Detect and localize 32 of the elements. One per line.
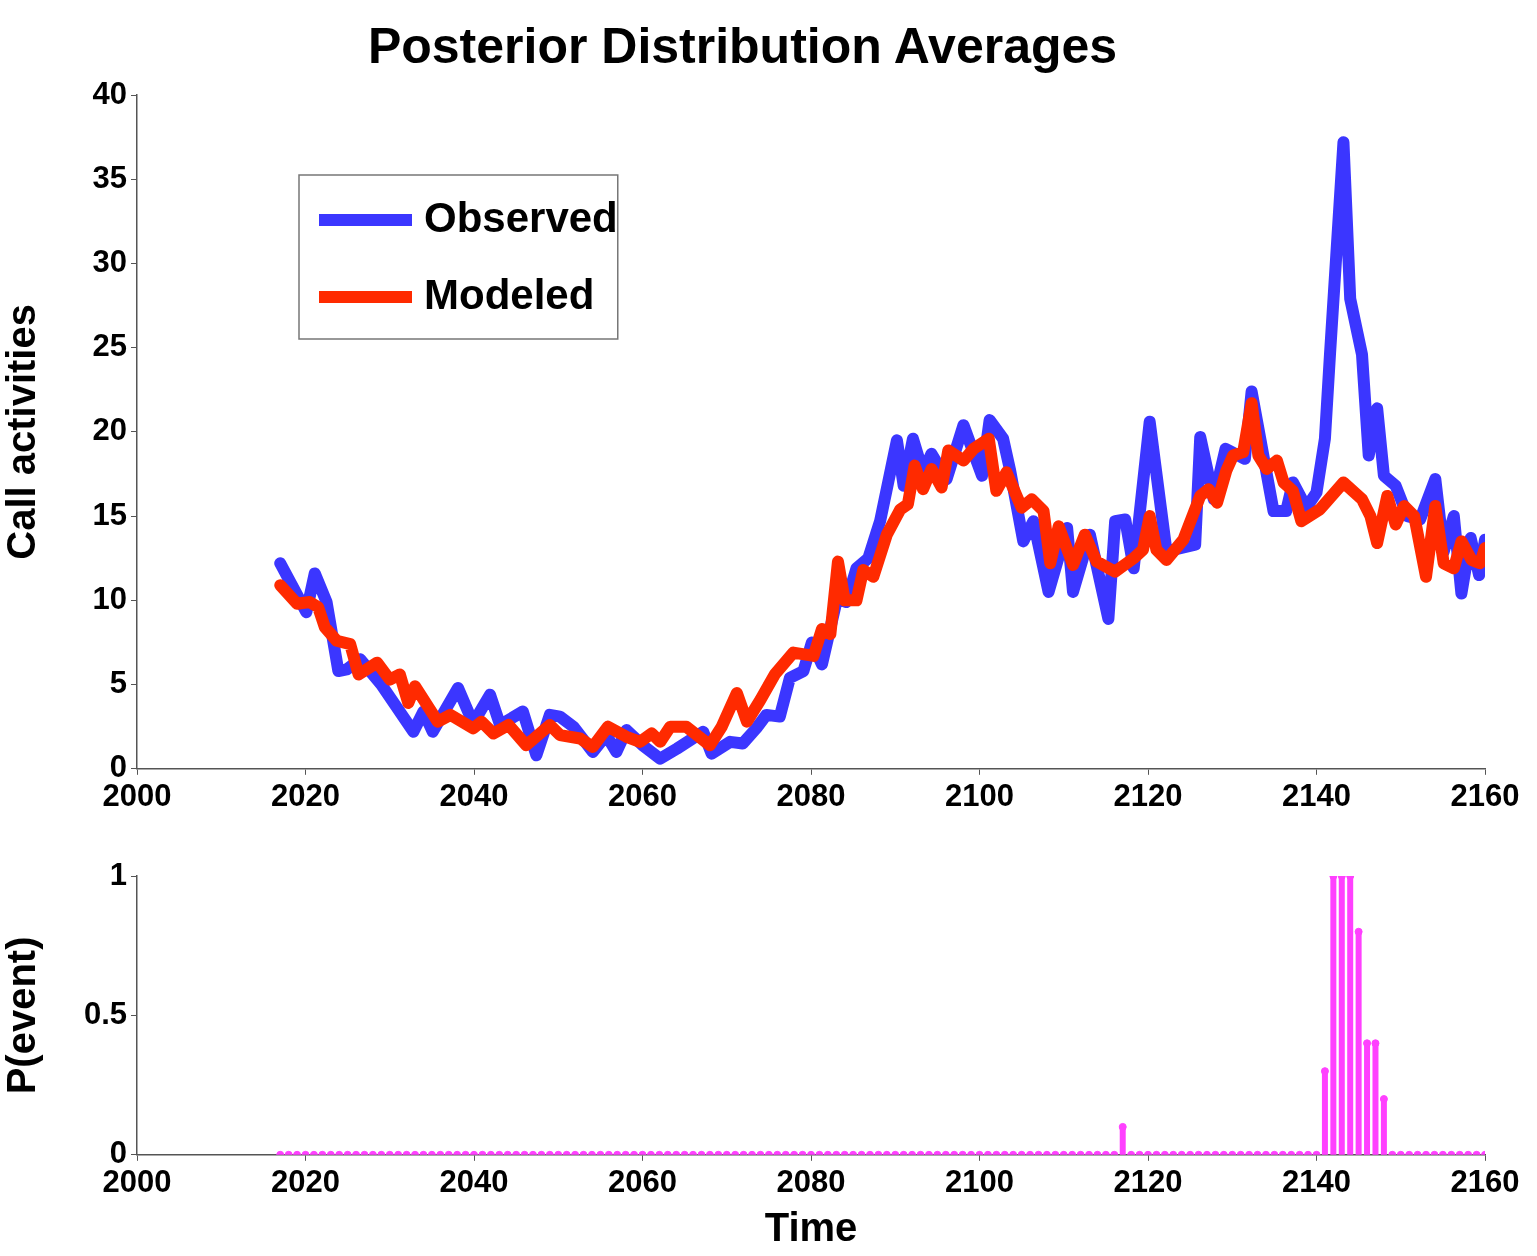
y-tick-label: 20: [92, 412, 127, 448]
x-tick-label: 2020: [271, 777, 340, 813]
x-tick-label: 2140: [1282, 1163, 1351, 1199]
y-tick-label: 40: [92, 75, 127, 111]
y-tick-label: 30: [92, 244, 127, 279]
x-tick-label: 2080: [776, 1163, 846, 1199]
y-axis-title: Call activities: [0, 304, 44, 560]
x-tick-label: 2120: [1113, 1163, 1183, 1199]
y-tick-label: 0.5: [83, 995, 127, 1031]
y-tick-label: 25: [92, 328, 127, 364]
x-tick-label: 2040: [439, 1163, 509, 1199]
x-tick-label: 2140: [1282, 777, 1351, 813]
x-tick-label: 2100: [945, 777, 1014, 813]
x-tick-label: 2040: [439, 777, 509, 813]
y-tick-label: 1: [109, 856, 127, 892]
legend-label: Modeled: [424, 270, 595, 318]
x-tick-label: 2100: [945, 1163, 1014, 1199]
x-tick-label: 2160: [1450, 1163, 1520, 1199]
chart-title: Posterior Distribution Averages: [367, 17, 1118, 74]
legend-label: Observed: [424, 193, 618, 241]
x-tick-label: 2120: [1113, 777, 1183, 813]
x-tick-label: 2060: [608, 1163, 677, 1199]
y-tick-label: 35: [92, 159, 127, 195]
x-tick-label: 2020: [271, 1163, 340, 1199]
x-tick-label: 2160: [1450, 777, 1520, 813]
y-tick-label: 10: [92, 580, 127, 616]
x-axis-title: Time: [764, 1205, 858, 1250]
y-tick-label: 5: [109, 665, 127, 701]
y-axis-title: P(event): [0, 936, 44, 1095]
y-tick-label: 15: [92, 496, 127, 532]
x-tick-label: 2080: [776, 777, 846, 813]
x-tick-label: 2060: [608, 777, 677, 813]
